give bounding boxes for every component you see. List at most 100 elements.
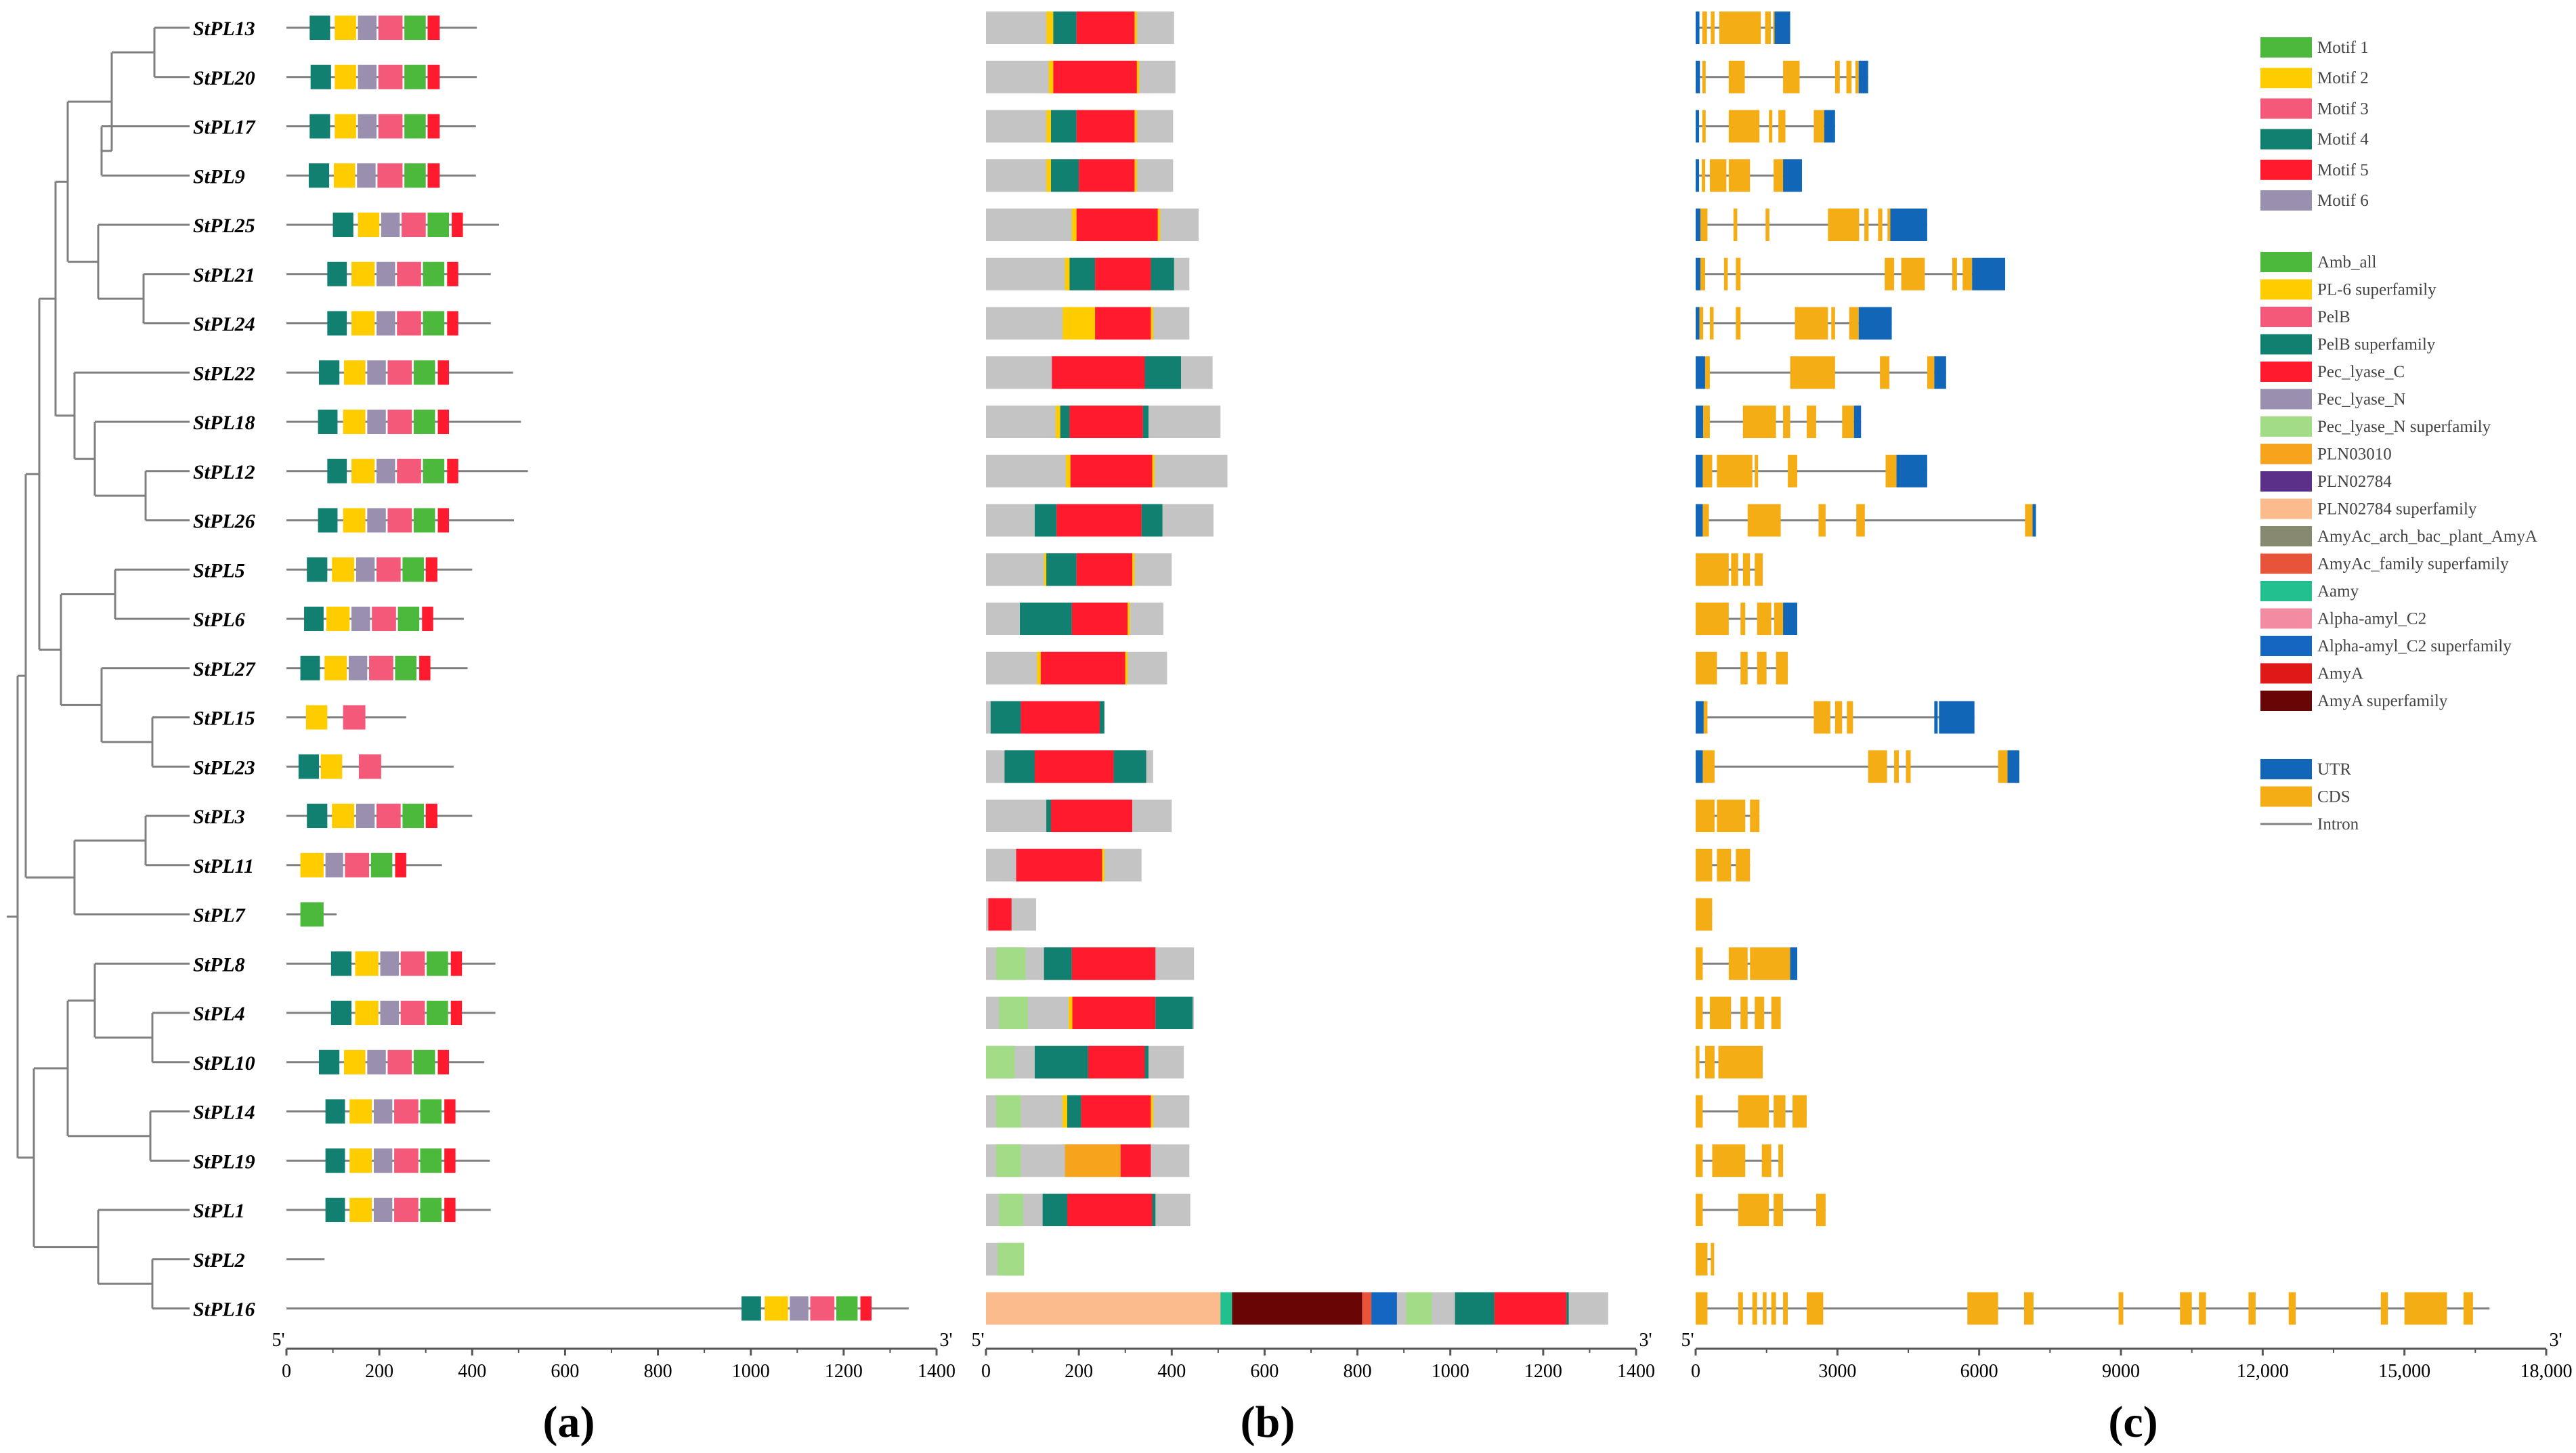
cds-segment [1752, 1292, 1757, 1325]
motif2-box [349, 1198, 372, 1222]
motif6-box [380, 951, 399, 976]
utr-segment [1696, 504, 1703, 537]
legend-domain-swatch [2260, 581, 2312, 601]
utr-segment [1853, 406, 1862, 438]
motif6-box [377, 311, 395, 336]
gene-label: StPL4 [193, 1003, 245, 1025]
gene-label: StPL5 [193, 559, 245, 582]
motif6-box [358, 114, 377, 139]
domain-panel [986, 12, 1608, 1325]
motif5-box [447, 261, 458, 286]
cds-segment [2023, 1292, 2034, 1325]
utr-segment [1696, 454, 1703, 487]
motif2-box [333, 163, 356, 188]
legend-domain-swatch [2260, 443, 2312, 464]
gene-label: StPL13 [193, 18, 255, 40]
motif5-box [447, 458, 458, 483]
cds-segment [1711, 12, 1715, 44]
motif3-box [394, 1148, 418, 1173]
legend-domain-swatch [2260, 334, 2312, 355]
gene-label: StPL25 [193, 215, 255, 237]
legend-domain-swatch [2260, 307, 2312, 327]
pelb_sf-domain [1142, 406, 1149, 438]
axis-tick-label-c: 18,000 [2520, 1361, 2573, 1382]
axis-tick-label-b: 1200 [1524, 1361, 1562, 1382]
pec_c-domain [1494, 1292, 1567, 1325]
motif2-box [332, 804, 355, 828]
pelb_sf-domain [1113, 750, 1146, 783]
legend-motif-label: Motif 5 [2317, 161, 2369, 179]
motif4-box [307, 804, 328, 828]
motif4-box [304, 607, 324, 631]
cds-segment [1774, 603, 1784, 635]
pelb_sf-domain [1455, 1292, 1495, 1325]
legend-structure-swatch [2260, 786, 2312, 807]
motif5-box [437, 508, 449, 533]
motif3-box [369, 655, 393, 680]
motif3-box [394, 1099, 418, 1124]
motif2-box [358, 213, 380, 237]
motif6-box [367, 410, 386, 434]
motif1-box [404, 64, 426, 89]
cds-segment [1778, 1144, 1784, 1177]
legend-domain-label: Alpha-amyl_C2 [2317, 610, 2426, 628]
motif6-box [367, 1049, 386, 1075]
pl6-domain [1065, 257, 1070, 290]
cds-segment [1696, 848, 1713, 882]
motif2-box [765, 1296, 788, 1321]
pec_c-domain [1021, 701, 1100, 734]
motif6-box [373, 1099, 393, 1124]
pec_c-domain [1072, 997, 1156, 1029]
motif2-box [351, 261, 375, 286]
pelb_sf-domain [1141, 504, 1163, 537]
pec_n_sf-domain [997, 1242, 1025, 1276]
utr-segment [1696, 356, 1705, 389]
amyac_fam-domain [1362, 1292, 1372, 1325]
cds-segment [2288, 1292, 2296, 1325]
panel-label-c: (c) [2108, 1397, 2158, 1447]
legend-structure-swatch [2260, 759, 2312, 779]
pl6-domain [1062, 1095, 1067, 1128]
motif6-box [351, 607, 370, 631]
cds-segment [1894, 750, 1899, 783]
motif4-box [319, 1049, 340, 1075]
axis-tick-label-a: 1000 [732, 1361, 770, 1382]
utr-segment [1783, 159, 1802, 192]
gene-label: StPL9 [193, 165, 245, 188]
cds-segment [1849, 307, 1859, 340]
pl6-domain [1065, 454, 1071, 487]
motif2-box [343, 410, 366, 434]
motif4-box [327, 261, 347, 286]
utr-segment [1934, 356, 1946, 389]
cds-segment [1793, 1095, 1807, 1128]
motif4-box [309, 16, 330, 40]
phylogenetic-tree [7, 26, 190, 1309]
motif2-box [326, 607, 350, 631]
motif5-box [437, 410, 449, 434]
cds-segment [1816, 1194, 1826, 1226]
motif3-box [378, 114, 403, 139]
legend-domain-swatch [2260, 526, 2312, 546]
legend-domain-label: PelB [2317, 308, 2350, 326]
utr-segment [1696, 701, 1704, 734]
legend-motif-swatch [2260, 159, 2312, 180]
legend-domain-swatch [2260, 416, 2312, 437]
utr-segment [1890, 209, 1927, 241]
cds-segment [1783, 60, 1800, 93]
motif4-box [300, 655, 320, 680]
pec_c-domain [1076, 553, 1132, 586]
axis-tick-label-a: 400 [458, 1361, 486, 1382]
motif3-box [378, 64, 403, 89]
motif5-box [450, 1001, 463, 1025]
cds-segment [1736, 848, 1751, 882]
legend-motif-label: Motif 2 [2317, 69, 2369, 87]
pelb_sf-domain [1004, 750, 1035, 783]
axis-three-prime-c: 3' [2549, 1330, 2562, 1351]
legend-domain-swatch [2260, 663, 2312, 684]
motif3-box [345, 852, 370, 877]
pln02784_sf-domain [986, 1292, 1221, 1325]
utr-segment [1858, 60, 1868, 93]
utr-segment [2032, 504, 2036, 537]
motif1-box [423, 458, 445, 483]
motif2-box [344, 1049, 366, 1075]
